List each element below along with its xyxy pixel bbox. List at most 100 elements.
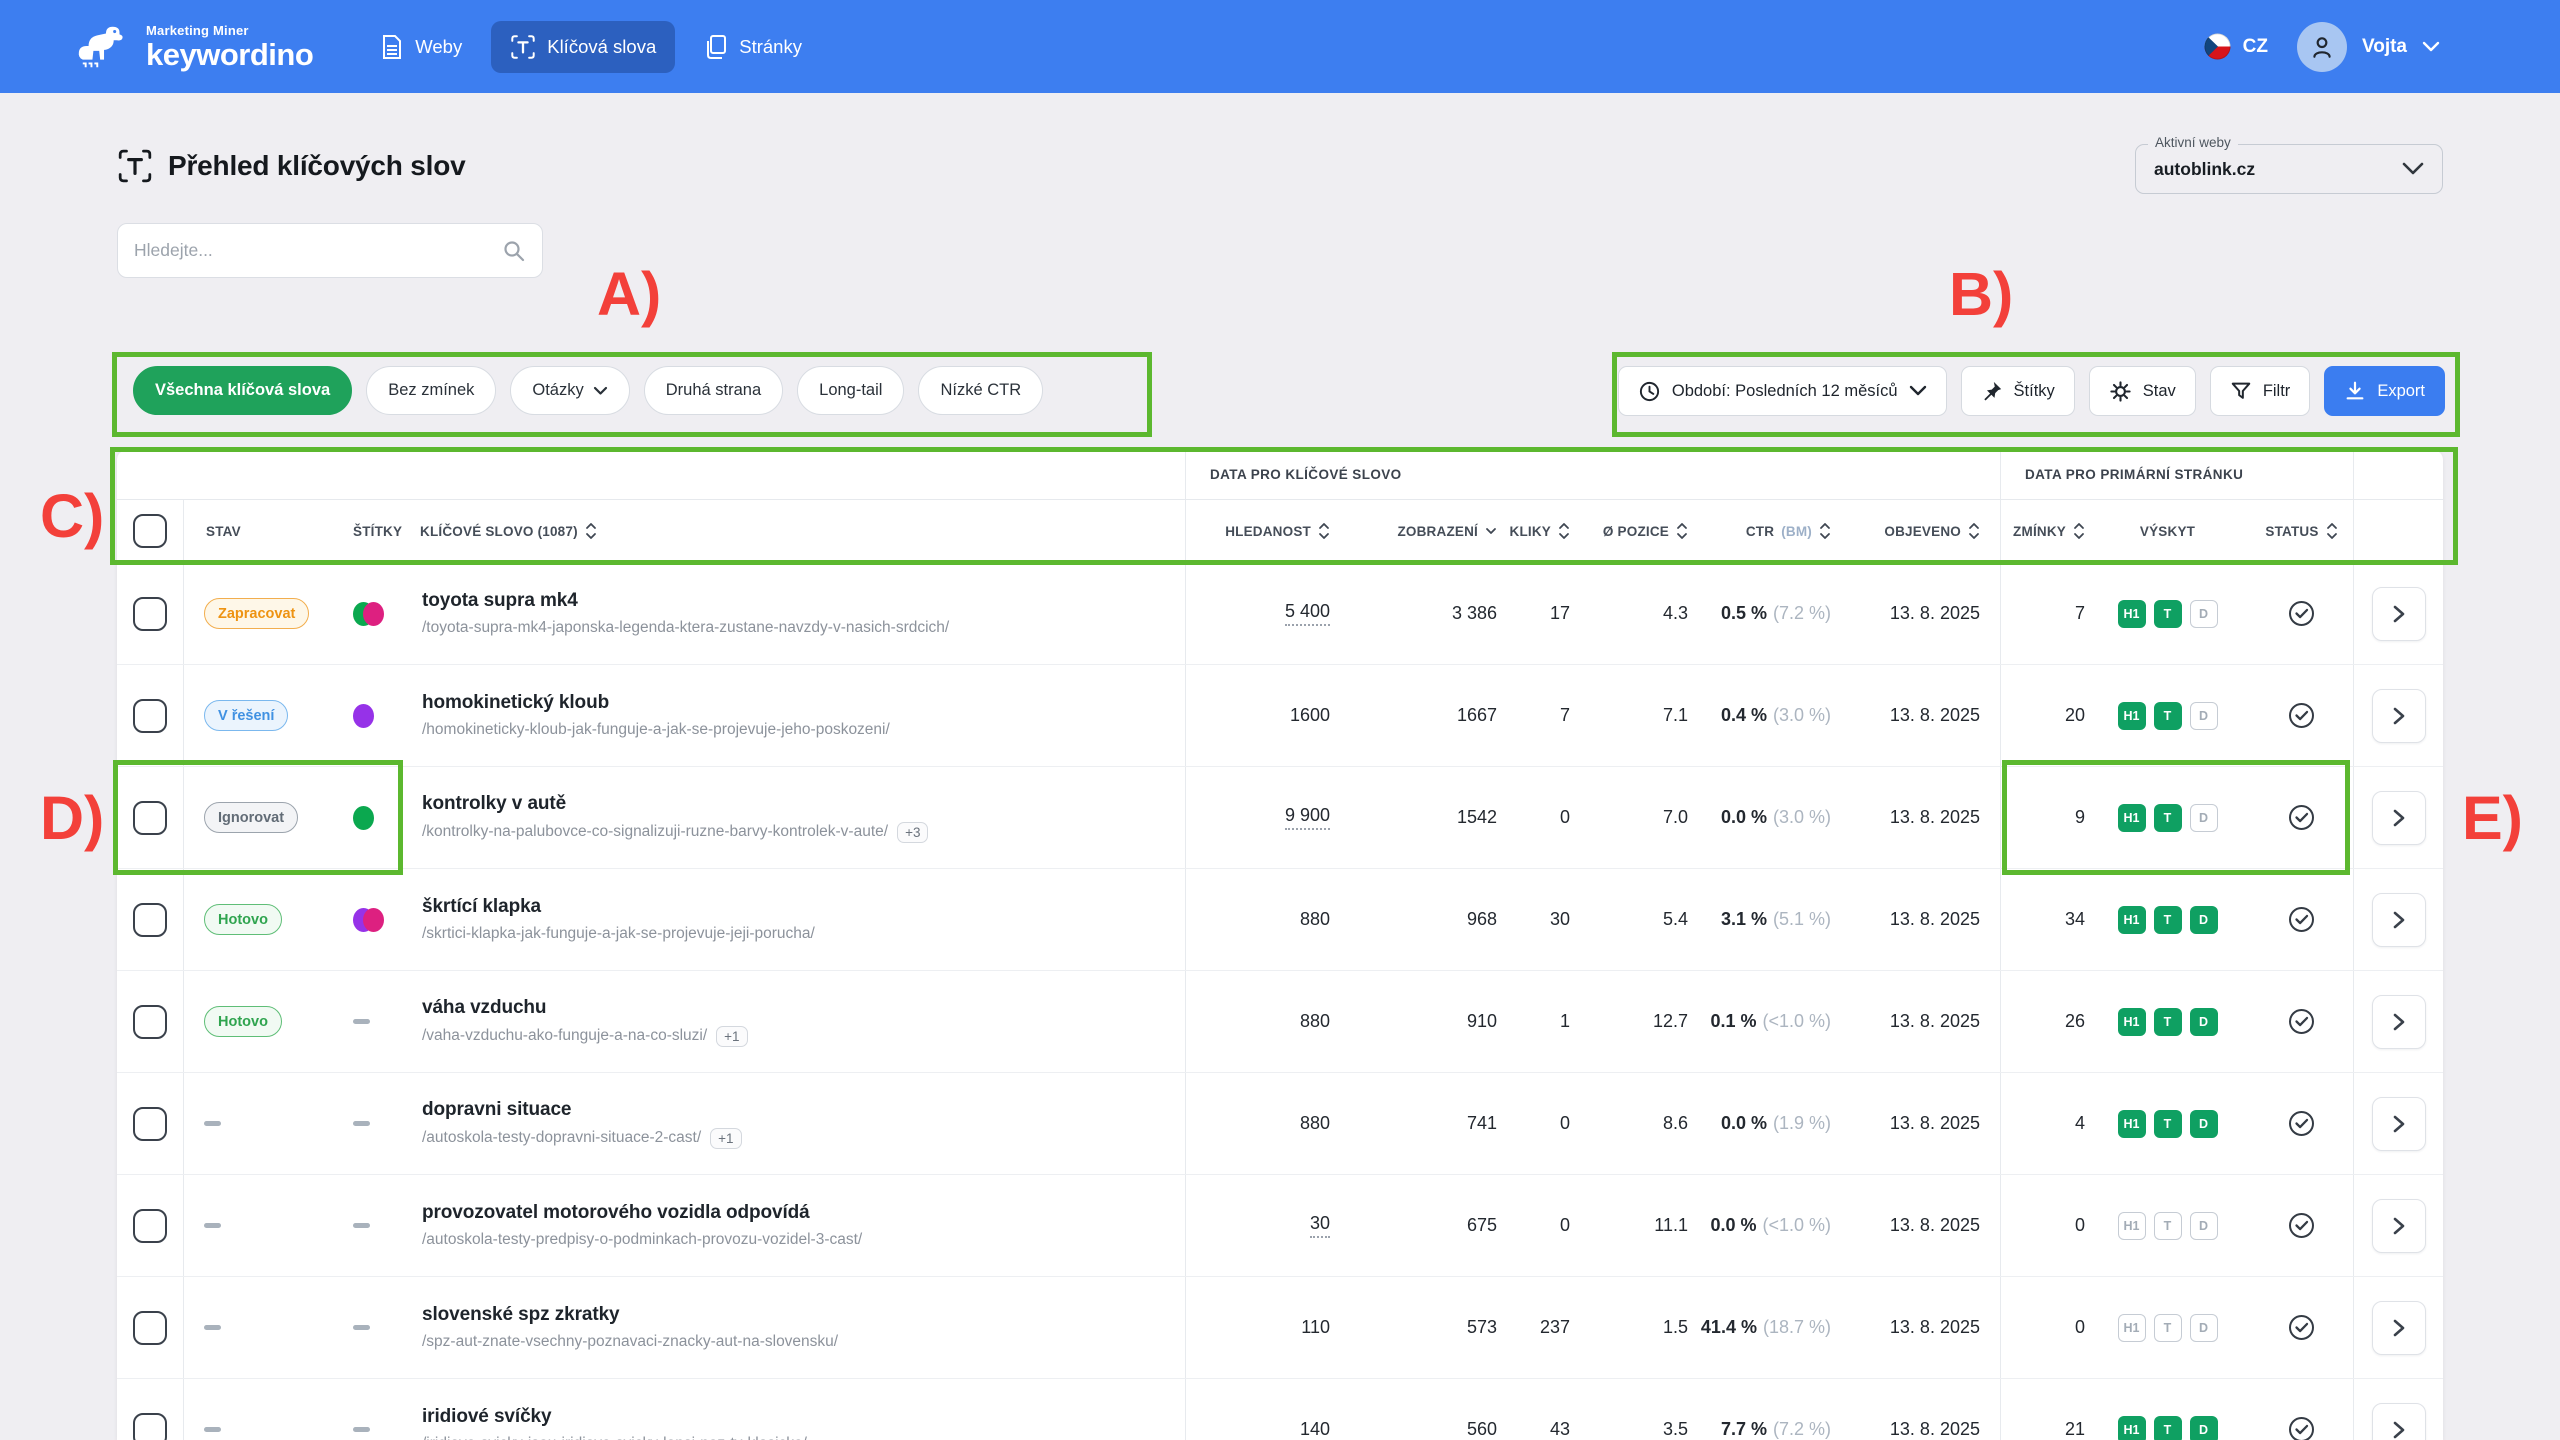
row-checkbox[interactable] — [133, 800, 167, 835]
ctr-benchmark: (7.2 %) — [1772, 603, 1831, 623]
filter-chip[interactable]: Druhá strana — [643, 366, 784, 415]
col-status[interactable]: STATUS — [2250, 500, 2353, 562]
row-detail-button[interactable] — [2371, 688, 2426, 743]
user-menu-chevron-icon[interactable] — [2422, 41, 2440, 53]
active-web-select[interactable]: Aktivní weby autoblink.cz — [2135, 135, 2443, 194]
objeveno-value: 13. 8. 2025 — [1889, 1317, 1980, 1337]
objeveno-value: 13. 8. 2025 — [1889, 1215, 1980, 1235]
col-kliky[interactable]: KLIKY — [1497, 500, 1570, 562]
row-checkbox[interactable] — [133, 1412, 167, 1440]
table-row[interactable]: provozovatel motorového vozidla odpovídá… — [117, 1175, 2443, 1277]
ctr-benchmark: (1.9 %) — [1772, 1113, 1831, 1133]
filter-chip[interactable]: Všechna klíčová slova — [133, 366, 353, 415]
pozice-value: 12.7 — [1652, 1011, 1688, 1031]
kliky-value: 1 — [1559, 1011, 1570, 1031]
row-checkbox[interactable] — [133, 1106, 167, 1141]
brand-logo[interactable]: Marketing Miner keywordino — [76, 22, 314, 70]
presence-badge-d: D — [2189, 1109, 2218, 1138]
keyword: dopravni situace — [422, 1098, 572, 1120]
status-check-icon — [2289, 907, 2314, 932]
keyword-url: /iridiove-svicky-jsou-iridiove-svicky-le… — [422, 1435, 807, 1440]
row-checkbox[interactable] — [133, 1208, 167, 1243]
export-button[interactable]: Export — [2324, 366, 2445, 416]
stav-badge: Zapracovat — [204, 598, 310, 629]
filter-button[interactable]: Filtr — [2209, 366, 2311, 416]
person-icon — [2313, 36, 2331, 58]
col-keyword[interactable]: KLÍČOVÉ SLOVO (1087) — [420, 500, 1185, 562]
row-detail-button[interactable] — [2371, 1096, 2426, 1151]
pozice-value: 11.1 — [1654, 1215, 1688, 1235]
row-checkbox[interactable] — [133, 1310, 167, 1345]
presence-badge-t: T — [2153, 1007, 2182, 1036]
status-cell — [2250, 869, 2353, 970]
col-pozice[interactable]: Ø POZICE — [1570, 500, 1688, 562]
nav-item-stranky[interactable]: Stránky — [685, 21, 821, 73]
zminky-value: 7 — [2000, 563, 2085, 664]
filter-chip[interactable]: Nízké CTR — [918, 366, 1044, 415]
presence-badge-d: D — [2189, 1415, 2218, 1440]
sort-icon — [1319, 523, 1329, 539]
keyword: toyota supra mk4 — [422, 590, 578, 611]
language-switcher[interactable]: CZ — [2204, 33, 2268, 60]
brand-small-text: Marketing Miner — [146, 22, 249, 38]
pozice-value: 1.5 — [1662, 1317, 1688, 1337]
presence-badge-t: T — [2153, 905, 2182, 934]
table-row[interactable]: Zapracovat toyota supra mk4 /toyota-supr… — [117, 563, 2443, 665]
gear-icon — [2110, 380, 2131, 402]
pin-icon — [1983, 381, 2001, 401]
funnel-icon — [2231, 382, 2251, 399]
tags-button[interactable]: Štítky — [1960, 366, 2075, 416]
row-detail-button[interactable] — [2371, 892, 2426, 947]
table-row[interactable]: Hotovo váha vzduchu /vaha-vzduchu-ako-fu… — [117, 971, 2443, 1073]
filter-chip[interactable]: Long-tail — [797, 366, 905, 415]
filter-chip[interactable]: Bez zmínek — [366, 366, 497, 415]
col-hledanost[interactable]: HLEDANOST — [1185, 500, 1330, 562]
row-detail-button[interactable] — [2371, 994, 2426, 1049]
col-zminky[interactable]: ZMÍNKY — [2000, 500, 2085, 562]
select-all-checkbox[interactable] — [133, 514, 167, 548]
row-checkbox[interactable] — [133, 698, 167, 733]
download-icon — [2346, 381, 2364, 400]
zobrazeni-value: 741 — [1466, 1113, 1497, 1133]
nav-item-weby[interactable]: Weby — [361, 21, 481, 73]
sort-icon — [2326, 523, 2337, 539]
filter-chip[interactable]: Otázky — [510, 366, 630, 415]
kliky-value: 0 — [1559, 807, 1570, 827]
table-row[interactable]: dopravni situace /autoskola-testy-doprav… — [117, 1073, 2443, 1175]
row-checkbox[interactable] — [133, 596, 167, 631]
keyword-url: /autoskola-testy-predpisy-o-podminkach-p… — [422, 1231, 863, 1248]
search-input[interactable] — [134, 240, 502, 261]
row-checkbox[interactable] — [133, 1004, 167, 1039]
table-row[interactable]: iridiové svíčky /iridiove-svicky-jsou-ir… — [117, 1379, 2443, 1440]
state-button[interactable]: Stav — [2088, 366, 2196, 416]
row-detail-button[interactable] — [2371, 586, 2426, 641]
presence-badge-t: T — [2153, 1313, 2182, 1342]
keyword: slovenské spz zkratky — [422, 1304, 620, 1325]
row-detail-button[interactable] — [2371, 1300, 2426, 1355]
status-check-icon — [2289, 1213, 2314, 1238]
ctr-benchmark: (<1.0 %) — [1762, 1011, 1831, 1031]
row-detail-button[interactable] — [2371, 1402, 2426, 1440]
presence-badge-h1: H1 — [2117, 1211, 2146, 1240]
col-objeveno[interactable]: OBJEVENO — [1831, 500, 2000, 562]
row-detail-button[interactable] — [2371, 790, 2426, 845]
stav-badge: V řešení — [204, 700, 289, 731]
col-ctr[interactable]: CTR (BM) — [1688, 500, 1831, 562]
keyword-url: /kontrolky-na-palubovce-co-signalizuji-r… — [422, 821, 929, 843]
table-row[interactable]: V řešení homokinetický kloub /homokineti… — [117, 665, 2443, 767]
kliky-value: 0 — [1559, 1215, 1570, 1235]
objeveno-value: 13. 8. 2025 — [1889, 909, 1980, 929]
row-detail-button[interactable] — [2371, 1198, 2426, 1253]
status-cell — [2250, 563, 2353, 664]
ctr-benchmark: (3.0 %) — [1772, 807, 1831, 827]
nav-item-klicova-slova[interactable]: Klíčová slova — [491, 20, 676, 73]
table-row[interactable]: slovenské spz zkratky /spz-aut-znate-vse… — [117, 1277, 2443, 1379]
col-zobrazeni[interactable]: ZOBRAZENÍ — [1330, 500, 1497, 562]
row-checkbox[interactable] — [133, 902, 167, 937]
stav-badge: Hotovo — [204, 904, 282, 935]
status-check-icon — [2289, 703, 2314, 728]
table-row[interactable]: Hotovo škrtící klapka /skrtici-klapka-ja… — [117, 869, 2443, 971]
period-select[interactable]: Období: Posledních 12 měsíců — [1617, 366, 1947, 416]
table-row[interactable]: Ignorovat kontrolky v autě /kontrolky-na… — [117, 767, 2443, 869]
avatar[interactable] — [2296, 21, 2347, 72]
